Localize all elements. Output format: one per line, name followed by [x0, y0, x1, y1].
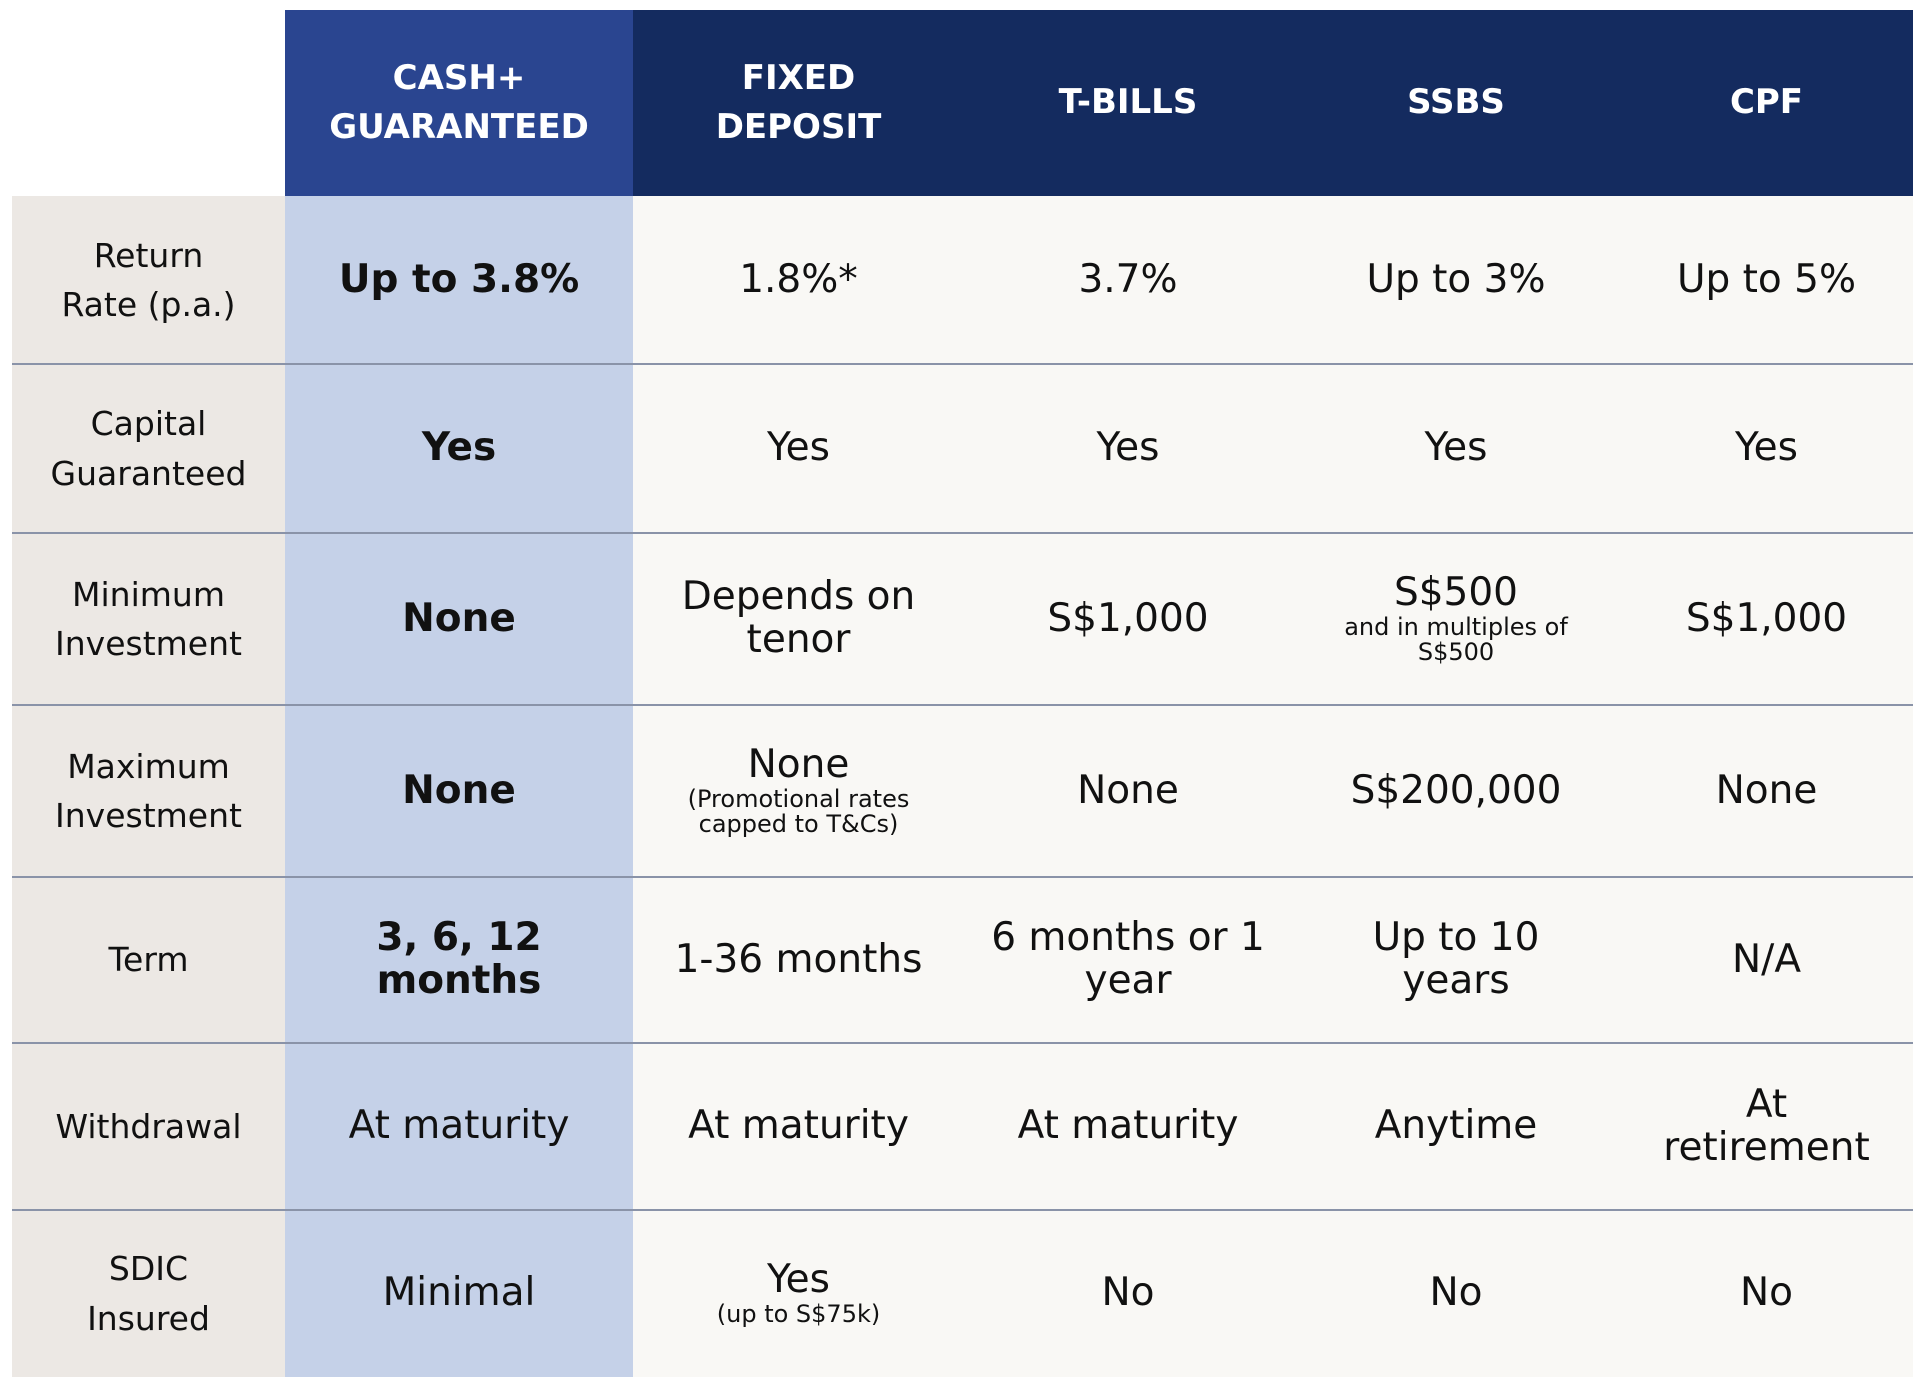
cell-text: Yes	[767, 425, 830, 471]
cell-text: Yes	[1424, 425, 1488, 471]
cell-text: S$1,000	[1685, 595, 1848, 641]
row-divider	[12, 876, 1913, 878]
table-cell: S$200,000	[1292, 705, 1620, 877]
table-cell: Up to 3%	[1292, 196, 1620, 364]
cell-text: 1-36 months	[674, 936, 923, 982]
table-cell: None	[964, 705, 1292, 877]
cell-text: Anytime	[1374, 1103, 1538, 1149]
row-divider	[12, 1209, 1913, 1211]
table-cell: 6 months or 1 year	[964, 877, 1292, 1043]
table-cell: 3.7%	[964, 196, 1292, 364]
cell-text: No	[1101, 1270, 1155, 1316]
table-cell: No	[1292, 1210, 1620, 1377]
table-cell: None	[285, 705, 633, 877]
table-cell: Yes	[633, 364, 964, 533]
cell-text: Up to 3%	[1366, 256, 1546, 302]
column-header: SSBS	[1292, 10, 1620, 196]
table-cell: S$1,000	[1620, 533, 1913, 705]
cell-text: Depends on tenor	[681, 574, 916, 662]
table-cell: Up to 10 years	[1292, 877, 1620, 1043]
cell-note: and in multiples of S$500	[1344, 613, 1568, 667]
table-cell: Depends on tenor	[633, 533, 964, 705]
cell-text: Up to 3.8%	[338, 256, 580, 302]
table-cell: At maturity	[633, 1043, 964, 1210]
table-cell: Minimal	[285, 1210, 633, 1377]
cell-text: At maturity	[348, 1103, 570, 1149]
cell-text: None	[402, 595, 516, 641]
row-label: Withdrawal	[12, 1043, 285, 1210]
table-cell: At maturity	[964, 1043, 1292, 1210]
table-cell: Yes	[1292, 364, 1620, 533]
cell-text: None	[747, 742, 850, 788]
cell-text: Yes	[767, 1257, 830, 1303]
table-cell: Yes (up to S$75k)	[633, 1210, 964, 1377]
cell-text: 3.7%	[1078, 256, 1178, 302]
cell-text: At maturity	[688, 1103, 909, 1149]
cell-text: S$200,000	[1350, 767, 1562, 813]
table-cell: No	[964, 1210, 1292, 1377]
table-cell: No	[1620, 1210, 1913, 1377]
row-divider	[12, 704, 1913, 706]
table-cell: 3, 6, 12 months	[285, 877, 633, 1043]
cell-text: S$500	[1393, 570, 1518, 616]
table-cell: Anytime	[1292, 1043, 1620, 1210]
cell-text: 3, 6, 12 months	[376, 915, 542, 1003]
table-cell: None	[1620, 705, 1913, 877]
table-cell: 1-36 months	[633, 877, 964, 1043]
table-cell: Yes	[964, 364, 1292, 533]
cell-text: Yes	[421, 425, 497, 471]
row-label: Maximum Investment	[12, 705, 285, 877]
cell-text: Minimal	[382, 1270, 536, 1316]
cell-text: No	[1739, 1270, 1794, 1316]
row-divider	[12, 1042, 1913, 1044]
column-header: CASH+ GUARANTEED	[285, 10, 633, 196]
table-cell: None (Promotional rates capped to T&Cs)	[633, 705, 964, 877]
table-cell: Yes	[1620, 364, 1913, 533]
column-header: T-BILLS	[964, 10, 1292, 196]
row-label: Minimum Investment	[12, 533, 285, 705]
cell-text: At maturity	[1017, 1103, 1239, 1149]
cell-text: Yes	[1735, 425, 1798, 471]
cell-text: Yes	[1096, 425, 1160, 471]
table-cell: N/A	[1620, 877, 1913, 1043]
row-label: Capital Guaranteed	[12, 364, 285, 533]
cell-note: (Promotional rates capped to T&Cs)	[687, 785, 910, 839]
cell-text: 6 months or 1 year	[991, 915, 1265, 1003]
table-cell: Up to 3.8%	[285, 196, 633, 364]
cell-text: No	[1429, 1270, 1483, 1316]
cell-text: At retirement	[1663, 1081, 1870, 1170]
cell-text: None	[402, 767, 516, 813]
table-cell: S$500 and in multiples of S$500	[1292, 533, 1620, 705]
table-cell: At retirement	[1620, 1043, 1913, 1210]
cell-text: N/A	[1732, 936, 1801, 982]
cell-note: (up to S$75k)	[716, 1300, 881, 1329]
row-divider	[12, 532, 1913, 534]
table-cell: Yes	[285, 364, 633, 533]
table-cell: Up to 5%	[1620, 196, 1913, 364]
cell-text: Up to 10 years	[1372, 915, 1540, 1003]
row-label: SDIC Insured	[12, 1210, 285, 1377]
column-header: CPF	[1620, 10, 1913, 196]
table-cell: 1.8%*	[633, 196, 964, 364]
row-label: Term	[12, 877, 285, 1043]
table-cell: S$1,000	[964, 533, 1292, 705]
cell-text: None	[1077, 767, 1179, 813]
cell-text: S$1,000	[1047, 595, 1209, 641]
cell-text: 1.8%*	[739, 256, 858, 302]
cell-text: Up to 5%	[1676, 256, 1857, 302]
row-label: Return Rate (p.a.)	[12, 196, 285, 364]
table-cell: At maturity	[285, 1043, 633, 1210]
cell-text: None	[1715, 767, 1818, 813]
table-cell: None	[285, 533, 633, 705]
column-header: FIXED DEPOSIT	[633, 10, 964, 196]
row-divider	[12, 363, 1913, 365]
